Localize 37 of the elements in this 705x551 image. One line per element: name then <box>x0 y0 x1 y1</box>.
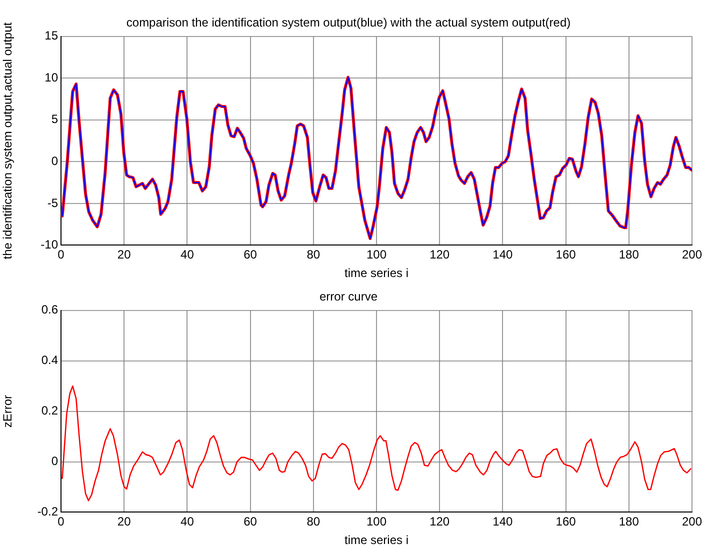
x-tick-label: 120 <box>430 248 450 262</box>
x-axis-title: time series i <box>344 533 408 548</box>
x-tick-label: 60 <box>244 248 258 262</box>
x-tick-label: 80 <box>306 248 320 262</box>
x-tick-label: 200 <box>682 248 702 262</box>
y-tick-label: 15 <box>44 28 58 43</box>
x-tick-label: 200 <box>682 514 702 529</box>
chart-title: comparison the identification system output(blue) with the actual system output(red) <box>126 16 571 30</box>
x-tick-label: 40 <box>180 248 194 262</box>
x-tick-label: 80 <box>306 514 320 529</box>
chart-title: error curve <box>319 290 378 304</box>
x-tick-label: 140 <box>492 248 514 262</box>
x-tick-label: 160 <box>556 514 576 529</box>
y-tick-label: 0.2 <box>41 404 58 418</box>
x-tick-label: 160 <box>556 248 576 262</box>
x-tick-label: 100 <box>366 514 387 529</box>
y-tick-label: -0.2 <box>37 504 58 519</box>
x-tick-label: 180 <box>618 248 640 262</box>
x-tick-label: 40 <box>180 514 194 529</box>
x-tick-label: 180 <box>618 514 640 529</box>
y-tick-label: 0 <box>51 454 58 468</box>
y-axis-title: zError <box>0 394 15 428</box>
x-tick-label: 20 <box>117 248 132 262</box>
x-tick-label: 140 <box>492 514 514 529</box>
y-tick-label: 5 <box>51 112 58 126</box>
x-axis-title: time series i <box>344 266 408 280</box>
y-tick-label: 0.6 <box>41 302 58 317</box>
y-tick-label: 0 <box>51 154 58 168</box>
y-tick-label: 10 <box>44 70 58 84</box>
x-tick-label: 20 <box>117 514 132 529</box>
y-axis-title: the identification system output,actual output <box>0 22 15 260</box>
y-tick-label: -10 <box>40 238 58 252</box>
x-tick-label: 60 <box>244 514 258 529</box>
y-tick-label: 0.4 <box>41 353 58 368</box>
x-tick-label: 120 <box>430 514 450 529</box>
x-tick-label: 100 <box>366 248 387 262</box>
y-tick-label: -5 <box>47 196 58 210</box>
